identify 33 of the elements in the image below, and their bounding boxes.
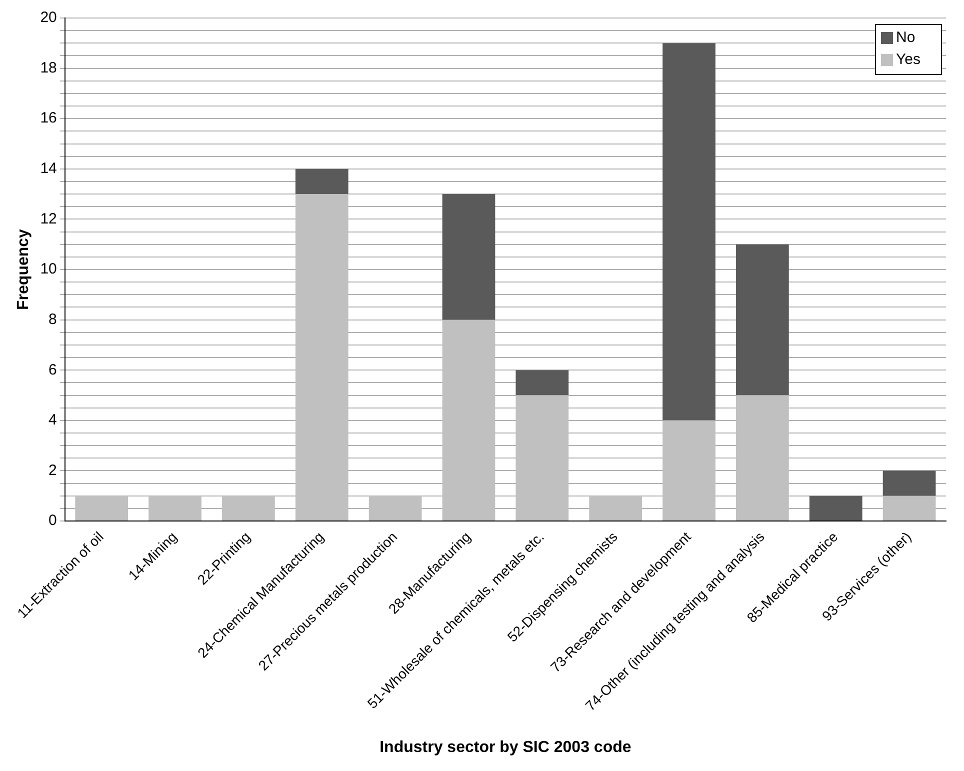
y-tick-label: 8 bbox=[48, 310, 57, 328]
bar bbox=[222, 496, 275, 521]
bar bbox=[148, 496, 202, 521]
legend-label: No bbox=[896, 29, 916, 46]
bar bbox=[516, 370, 569, 396]
bar bbox=[75, 496, 128, 521]
bar bbox=[882, 470, 936, 496]
y-tick-label: 14 bbox=[40, 160, 57, 178]
bar bbox=[736, 244, 789, 396]
bar bbox=[882, 496, 936, 521]
y-tick-label: 18 bbox=[40, 59, 57, 76]
bar bbox=[589, 496, 642, 521]
legend-label: Yes bbox=[896, 51, 920, 68]
y-tick-label: 10 bbox=[40, 260, 57, 278]
bar bbox=[295, 168, 348, 194]
bar bbox=[662, 420, 716, 521]
bar bbox=[368, 496, 422, 521]
y-tick-label: 2 bbox=[48, 462, 57, 479]
y-tick-label: 12 bbox=[40, 210, 57, 228]
y-axis-title: Frequency bbox=[15, 228, 32, 310]
bar bbox=[662, 43, 716, 420]
y-tick-label: 20 bbox=[40, 9, 57, 26]
bar bbox=[295, 194, 348, 521]
bar bbox=[442, 194, 496, 320]
x-axis-title: Industry sector by SIC 2003 code bbox=[380, 738, 632, 756]
bar bbox=[736, 395, 789, 521]
bar bbox=[442, 320, 496, 521]
bar bbox=[516, 395, 569, 521]
bar bbox=[809, 496, 862, 521]
y-tick-label: 0 bbox=[48, 512, 57, 530]
y-tick-label: 6 bbox=[48, 361, 57, 378]
y-tick-label: 4 bbox=[48, 412, 57, 429]
y-tick-label: 16 bbox=[40, 110, 57, 127]
